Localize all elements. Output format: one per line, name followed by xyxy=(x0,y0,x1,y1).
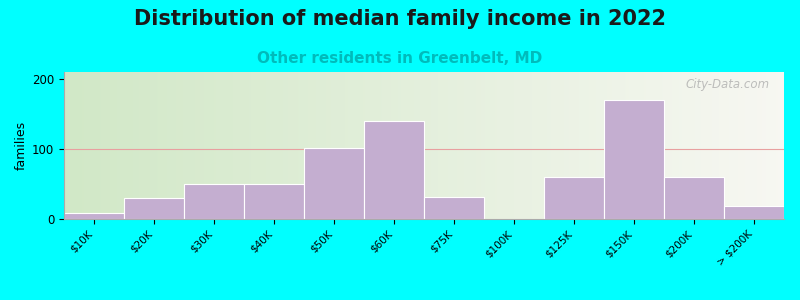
Bar xyxy=(664,177,724,219)
Bar xyxy=(184,184,244,219)
Bar xyxy=(544,177,604,219)
Bar xyxy=(124,198,184,219)
Bar xyxy=(364,121,424,219)
Bar xyxy=(244,184,304,219)
Bar xyxy=(424,196,484,219)
Bar xyxy=(604,100,664,219)
Bar xyxy=(64,213,124,219)
Text: Other residents in Greenbelt, MD: Other residents in Greenbelt, MD xyxy=(258,51,542,66)
Bar xyxy=(304,148,364,219)
Y-axis label: families: families xyxy=(15,121,28,170)
Text: Distribution of median family income in 2022: Distribution of median family income in … xyxy=(134,9,666,29)
Text: City-Data.com: City-Data.com xyxy=(686,78,770,91)
Bar xyxy=(724,206,784,219)
